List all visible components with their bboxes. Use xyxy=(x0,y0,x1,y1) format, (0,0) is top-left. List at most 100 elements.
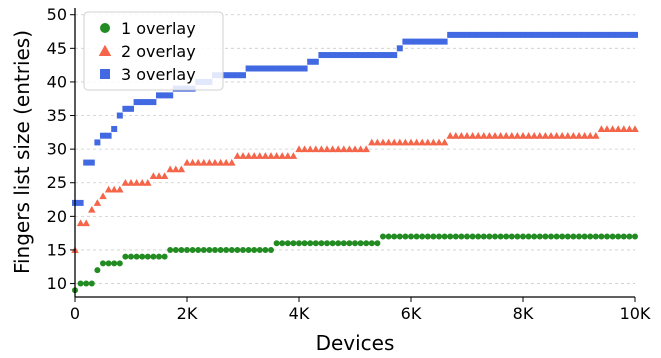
data-point xyxy=(228,246,235,253)
data-point xyxy=(547,131,555,139)
data-point xyxy=(597,125,606,132)
data-point xyxy=(418,138,426,146)
data-point xyxy=(334,145,342,153)
data-point xyxy=(245,246,252,253)
data-point xyxy=(234,246,241,253)
data-point xyxy=(632,31,638,38)
data-point xyxy=(508,233,515,240)
data-point xyxy=(212,246,218,253)
data-point xyxy=(452,233,459,240)
data-point xyxy=(620,31,627,38)
legend: 1 overlay 2 overlay 3 overlay xyxy=(83,11,224,91)
y-tick-label: 50 xyxy=(47,5,67,24)
data-point xyxy=(452,131,460,139)
data-point xyxy=(318,52,325,59)
data-point xyxy=(503,31,510,38)
data-point xyxy=(402,38,409,45)
data-point xyxy=(548,233,554,240)
data-point xyxy=(205,158,214,166)
data-point xyxy=(127,178,135,186)
data-point xyxy=(262,65,269,72)
data-point xyxy=(580,131,589,139)
data-point xyxy=(362,145,370,153)
data-point xyxy=(615,31,622,38)
data-point xyxy=(502,131,510,139)
data-point xyxy=(558,131,566,139)
data-point xyxy=(357,52,364,59)
data-point xyxy=(576,233,582,240)
data-point xyxy=(419,38,426,45)
data-point xyxy=(531,233,538,240)
data-point xyxy=(396,233,403,240)
data-point xyxy=(144,99,151,106)
data-point xyxy=(503,233,510,240)
data-point xyxy=(251,246,258,253)
data-point xyxy=(468,131,477,139)
data-point xyxy=(614,125,622,132)
y-tick-label: 40 xyxy=(47,72,67,91)
data-point xyxy=(261,152,270,159)
data-point xyxy=(346,52,353,59)
data-point xyxy=(413,38,420,45)
data-point xyxy=(144,178,152,186)
data-point xyxy=(268,246,274,253)
data-point xyxy=(368,240,375,247)
data-point xyxy=(609,233,616,240)
data-point xyxy=(324,52,330,59)
data-point xyxy=(497,233,504,240)
data-point xyxy=(356,145,365,153)
data-point xyxy=(150,253,157,260)
data-point xyxy=(626,31,633,38)
data-point xyxy=(88,205,96,213)
data-point xyxy=(94,267,101,274)
legend-label: 1 overlay xyxy=(121,19,196,38)
data-point xyxy=(424,233,431,240)
data-point xyxy=(184,246,190,253)
data-point xyxy=(110,185,118,193)
data-point xyxy=(155,172,163,180)
data-point xyxy=(446,131,454,139)
data-point xyxy=(542,233,549,240)
data-point xyxy=(408,233,414,240)
data-point xyxy=(262,246,269,253)
data-point xyxy=(615,233,622,240)
data-point xyxy=(139,99,146,106)
data-point xyxy=(116,260,123,267)
data-point xyxy=(156,253,162,260)
data-point xyxy=(122,105,129,112)
data-point xyxy=(228,72,235,79)
legend-marker-1 xyxy=(100,23,110,33)
data-point xyxy=(553,31,560,38)
data-point xyxy=(83,159,90,166)
data-point xyxy=(100,260,106,267)
data-point xyxy=(105,260,112,267)
data-point xyxy=(267,152,275,159)
data-point xyxy=(424,138,432,146)
data-point xyxy=(306,145,314,153)
data-point xyxy=(592,233,599,240)
data-point xyxy=(195,246,202,253)
data-point xyxy=(328,145,337,153)
data-point xyxy=(464,233,470,240)
data-point xyxy=(559,31,566,38)
series-1 xyxy=(72,233,638,294)
data-point xyxy=(586,131,594,139)
data-point xyxy=(536,131,544,139)
data-point xyxy=(133,99,140,106)
data-point xyxy=(564,31,571,38)
data-point xyxy=(440,138,449,146)
data-point xyxy=(223,72,230,79)
data-point xyxy=(99,192,107,200)
data-point xyxy=(581,233,588,240)
x-tick-label: 6K xyxy=(401,304,422,323)
data-point xyxy=(625,125,634,132)
data-point xyxy=(631,125,639,132)
data-point xyxy=(553,233,560,240)
data-point xyxy=(587,233,594,240)
x-tick-label: 0 xyxy=(70,304,80,323)
data-point xyxy=(390,138,398,146)
data-point xyxy=(430,38,437,45)
data-point xyxy=(513,131,522,139)
data-point xyxy=(407,138,415,146)
